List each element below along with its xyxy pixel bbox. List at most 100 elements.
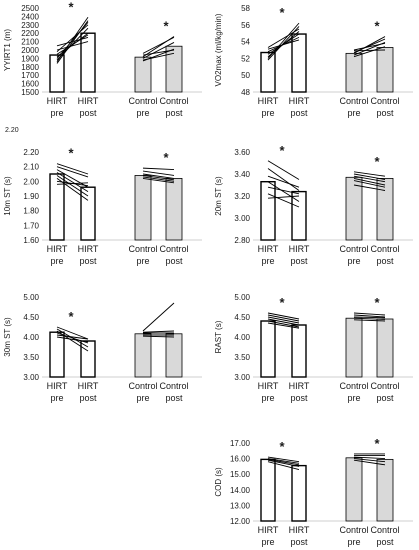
y-tick-label: 14.00 — [230, 486, 251, 495]
x-category-sublabel: pre — [261, 393, 274, 403]
bar-control-post — [165, 333, 183, 378]
bar-hirt-post — [291, 464, 307, 522]
x-category-label: HIRT — [47, 244, 68, 254]
control-subject-line — [142, 170, 175, 176]
x-category-sublabel: post — [376, 256, 394, 266]
y-tick-label: 3.60 — [234, 148, 250, 157]
significance-asterisk: * — [374, 295, 380, 310]
x-category-sublabel: post — [376, 108, 394, 118]
control-subject-line — [142, 330, 175, 333]
control-subject-line — [142, 49, 175, 56]
y-tick-label: 2400 — [21, 12, 39, 21]
y-tick-label: 1700 — [21, 71, 39, 80]
y-tick-label: 1500 — [21, 88, 39, 97]
chart-10m: 2.20 2.10 2.00 1.90 1.80 1.70 1.60 2.20 10m ST (… — [3, 127, 202, 266]
x-category-sublabel: post — [79, 108, 97, 118]
control-subject-line — [353, 171, 386, 177]
y-tick-label: 4.00 — [234, 333, 250, 342]
control-subject-line — [142, 167, 175, 171]
y-tick-label: 2500 — [21, 4, 39, 13]
y-axis-label: 30m ST (s) — [3, 317, 12, 357]
y-tick-label: 50 — [241, 71, 250, 80]
x-category-label: HIRT — [258, 381, 279, 391]
hirt-subject-line — [56, 182, 89, 185]
x-category-label: HIRT — [78, 381, 99, 391]
hirt-subject-line — [267, 312, 300, 320]
control-subject-line — [353, 316, 386, 319]
y-tick-label: 3.50 — [23, 353, 39, 362]
bar-hirt-post — [291, 190, 307, 241]
bar-control-pre — [134, 333, 152, 378]
x-category-sublabel: pre — [347, 537, 360, 547]
bar-control-post — [376, 177, 394, 241]
hirt-subject-line — [56, 326, 89, 340]
significance-asterisk: * — [374, 19, 380, 34]
hirt-subject-line — [56, 34, 89, 55]
x-category-label: Control — [339, 244, 368, 254]
x-category-sublabel: pre — [136, 108, 149, 118]
x-category-sublabel: post — [290, 537, 308, 547]
x-category-sublabel: pre — [50, 256, 63, 266]
x-category-sublabel: pre — [347, 108, 360, 118]
control-subject-line — [142, 177, 175, 184]
significance-asterisk: * — [279, 5, 285, 20]
control-subject-line — [353, 184, 386, 191]
x-category-label: Control — [159, 381, 188, 391]
hirt-subject-line — [267, 193, 300, 208]
x-category-sublabel: post — [290, 393, 308, 403]
control-subject-line — [142, 52, 175, 61]
control-subject-line — [142, 173, 175, 179]
x-category-sublabel: post — [79, 393, 97, 403]
y-axis-label: 10m ST (s) — [3, 176, 12, 216]
x-category-label: Control — [339, 96, 368, 106]
y-tick-label: 2.20 — [23, 148, 39, 157]
control-subject-line — [353, 314, 386, 318]
y-tick-label: 4.50 — [234, 313, 250, 322]
x-category-label: Control — [159, 96, 188, 106]
control-subject-line — [353, 456, 386, 460]
x-category-sublabel: pre — [261, 256, 274, 266]
control-subject-line — [353, 42, 386, 51]
control-subject-line — [353, 459, 386, 466]
x-category-label: Control — [159, 244, 188, 254]
hirt-subject-line — [56, 36, 89, 47]
x-category-sublabel: post — [165, 256, 183, 266]
y-tick-label: 2.00 — [23, 177, 39, 186]
y-tick-label: 3.20 — [234, 192, 250, 201]
y-tick-label: 3.00 — [234, 214, 250, 223]
bar-control-pre — [134, 56, 152, 93]
y-tick-label: 3.00 — [23, 373, 39, 382]
bar-control-pre — [345, 176, 363, 241]
x-category-label: Control — [370, 381, 399, 391]
y-tick-label: 2000 — [21, 46, 39, 55]
bar-hirt-post — [291, 324, 307, 378]
x-category-sublabel: pre — [347, 393, 360, 403]
x-category-label: HIRT — [289, 525, 310, 535]
y-tick-label: 2100 — [21, 38, 39, 47]
y-tick-label: 52 — [241, 54, 250, 63]
x-category-sublabel: pre — [50, 108, 63, 118]
hirt-subject-line — [267, 458, 300, 466]
x-category-label: HIRT — [47, 381, 68, 391]
y-tick-label: 48 — [241, 88, 250, 97]
hirt-subject-line — [56, 336, 89, 343]
hirt-subject-line — [267, 459, 300, 467]
x-category-sublabel: post — [376, 537, 394, 547]
x-category-label: HIRT — [78, 96, 99, 106]
hirt-subject-line — [267, 458, 300, 464]
control-subject-line — [142, 302, 175, 332]
hirt-subject-line — [56, 41, 89, 51]
control-subject-line — [142, 176, 175, 182]
y-tick-label: 13.00 — [230, 501, 251, 510]
x-category-sublabel: post — [290, 108, 308, 118]
control-subject-line — [353, 177, 386, 186]
x-category-label: Control — [339, 381, 368, 391]
chart-cod: 17.00 16.00 15.00 14.00 13.00 12.00 COD (s) * * H… — [214, 436, 413, 547]
y-tick-label: 3.00 — [234, 373, 250, 382]
bar-hirt-pre — [260, 458, 276, 522]
y-tick-label: 58 — [241, 4, 250, 13]
y-tick-label: 1.70 — [23, 221, 39, 230]
bar-control-post — [165, 177, 183, 241]
y-tick-label: 15.00 — [230, 470, 251, 479]
bar-hirt-pre — [49, 173, 65, 241]
